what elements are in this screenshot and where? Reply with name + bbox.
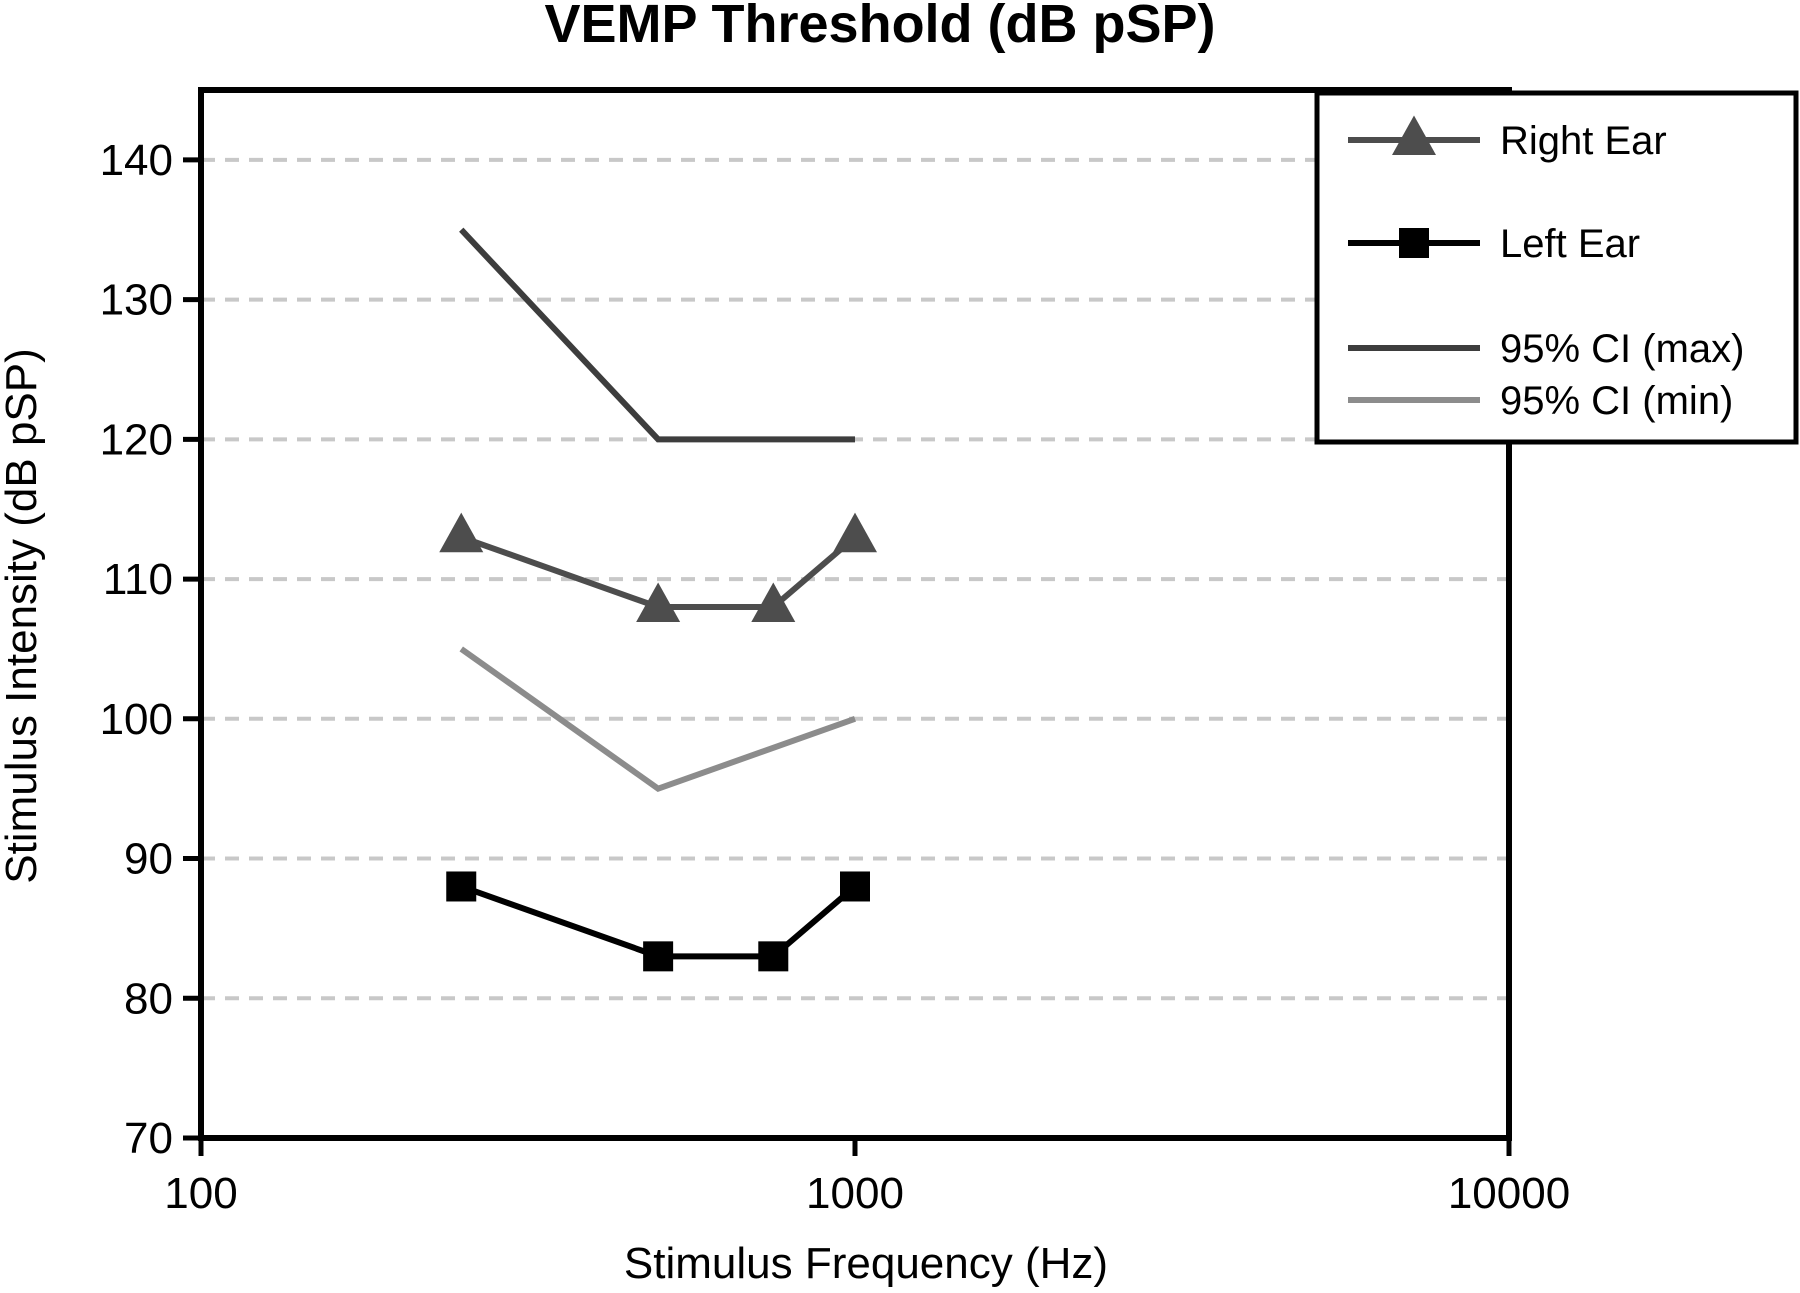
legend-item: 95% CI (min) xyxy=(1348,379,1733,423)
data-point-square xyxy=(446,871,477,902)
legend-item: Left Ear xyxy=(1348,222,1640,266)
data-point-triangle xyxy=(439,512,484,553)
y-tick-label: 120 xyxy=(100,415,173,464)
series-95-ci-max xyxy=(459,227,855,443)
y-tick-label: 90 xyxy=(124,835,173,884)
data-point-square xyxy=(758,941,789,972)
y-tick-label: 80 xyxy=(124,974,173,1023)
series-line xyxy=(460,883,857,960)
legend-label: 95% CI (max) xyxy=(1500,327,1745,371)
legend-marker-square xyxy=(1399,228,1429,258)
series-line xyxy=(460,534,857,611)
x-tick-label: 100 xyxy=(164,1169,237,1218)
x-tick-label: 1000 xyxy=(806,1169,904,1218)
legend-item: 95% CI (max) xyxy=(1348,327,1745,371)
legend-marker-triangle xyxy=(1392,115,1436,156)
series-line xyxy=(459,646,857,793)
legend-label: 95% CI (min) xyxy=(1500,379,1733,423)
y-tick-label: 110 xyxy=(103,555,173,604)
series-95-ci-min xyxy=(459,646,857,793)
data-point-triangle xyxy=(833,512,877,553)
x-tick-label: 10000 xyxy=(1448,1169,1570,1218)
series-line xyxy=(459,227,855,443)
x-axis-label: Stimulus Frequency (Hz) xyxy=(624,1239,1108,1288)
legend-label: Left Ear xyxy=(1500,222,1640,266)
series-layer xyxy=(439,227,877,972)
data-point-square xyxy=(840,871,870,902)
x-axis: 100 1000 10000 xyxy=(164,1138,1570,1218)
series-right-ear xyxy=(439,512,877,623)
y-tick-label: 70 xyxy=(124,1114,173,1163)
data-point-square xyxy=(643,941,674,972)
y-axis: 70 80 90 100 110 120 130 140 xyxy=(100,136,201,1163)
chart-title: VEMP Threshold (dB pSP) xyxy=(544,0,1215,54)
y-tick-label: 100 xyxy=(100,695,173,744)
series-left-ear xyxy=(446,871,870,972)
plot-frame xyxy=(198,87,1512,1141)
legend: Right Ear Left Ear 95% CI (max) 95% CI (min… xyxy=(1314,90,1799,445)
legend-item: Right Ear xyxy=(1348,115,1667,163)
y-axis-label: Stimulus Intensity (dB pSP) xyxy=(0,348,46,884)
data-point-triangle xyxy=(751,582,796,623)
y-tick-label: 140 xyxy=(100,136,173,185)
y-tick-label: 130 xyxy=(100,276,173,325)
data-point-triangle xyxy=(636,582,681,623)
legend-label: Right Ear xyxy=(1500,119,1667,163)
